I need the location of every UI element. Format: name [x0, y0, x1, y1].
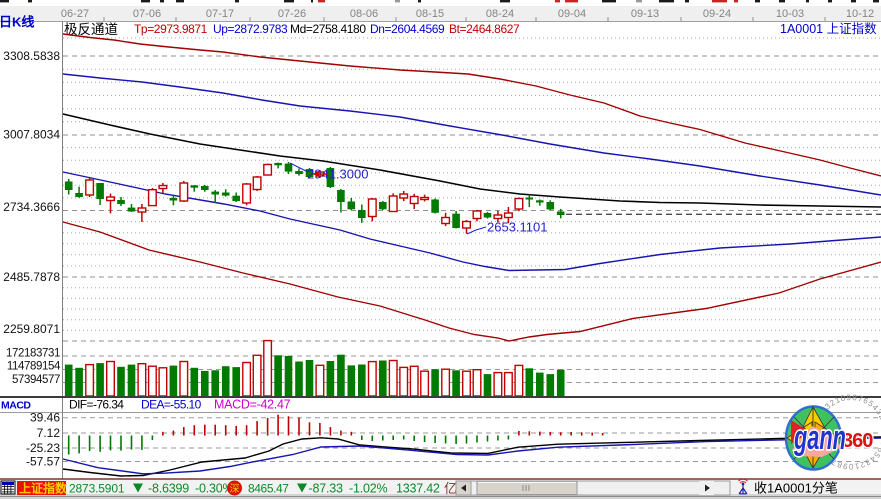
svg-text:Dn=2604.4569: Dn=2604.4569 — [370, 22, 445, 36]
svg-text:上证指数: 上证指数 — [19, 481, 68, 496]
svg-text:3: 3 — [823, 401, 833, 411]
svg-text:9: 9 — [846, 393, 852, 402]
svg-text:-0.30%: -0.30% — [195, 482, 233, 496]
svg-text:4: 4 — [870, 403, 880, 413]
svg-text:09-13: 09-13 — [631, 8, 659, 20]
svg-text:09-04: 09-04 — [558, 8, 586, 20]
svg-text:7: 7 — [830, 457, 839, 467]
svg-text:7.12: 7.12 — [37, 426, 61, 440]
svg-text:DEA=-55.10: DEA=-55.10 — [141, 398, 202, 412]
svg-text:DIF=-76.34: DIF=-76.34 — [69, 398, 124, 412]
svg-text:2: 2 — [858, 459, 866, 469]
svg-text:3: 3 — [863, 457, 872, 467]
svg-text:09-24: 09-24 — [703, 8, 731, 20]
svg-text:1: 1 — [853, 461, 859, 471]
svg-text:07-06: 07-06 — [133, 8, 161, 20]
svg-text:日K线: 日K线 — [0, 15, 34, 30]
svg-text:1337.42: 1337.42 — [396, 482, 440, 496]
svg-text:1: 1 — [879, 419, 881, 426]
svg-text:6: 6 — [875, 446, 881, 455]
svg-text:深: 深 — [230, 483, 240, 495]
svg-text:-25.23: -25.23 — [26, 441, 60, 455]
svg-text:MACD=-42.47: MACD=-42.47 — [214, 398, 291, 412]
svg-text:5: 5 — [872, 450, 881, 460]
svg-text:172183731: 172183731 — [6, 348, 60, 360]
svg-text:08-24: 08-24 — [486, 8, 514, 20]
svg-text:Tp=2973.9871: Tp=2973.9871 — [134, 22, 208, 36]
svg-text:2485.7878: 2485.7878 — [3, 270, 60, 284]
svg-text:1A0001 上证指数: 1A0001 上证指数 — [780, 21, 877, 36]
svg-text:4: 4 — [868, 454, 878, 464]
svg-text:2259.8071: 2259.8071 — [3, 322, 60, 336]
svg-text:8465.47: 8465.47 — [248, 482, 289, 496]
svg-text:06-27: 06-27 — [61, 8, 89, 20]
svg-text:08-15: 08-15 — [416, 8, 444, 20]
svg-text:收1A0001分笔: 收1A0001分笔 — [754, 481, 838, 496]
svg-text:2653.1101: 2653.1101 — [487, 220, 548, 235]
svg-text:2734.3666: 2734.3666 — [3, 200, 60, 214]
svg-text:5: 5 — [866, 399, 875, 409]
svg-text:57394577: 57394577 — [12, 374, 60, 386]
svg-text:Up=2872.9783: Up=2872.9783 — [213, 22, 288, 36]
svg-text:8: 8 — [836, 460, 844, 470]
svg-text:-57.57: -57.57 — [26, 455, 60, 469]
svg-text:0: 0 — [840, 393, 847, 403]
svg-text:360: 360 — [842, 430, 873, 452]
svg-text:1: 1 — [834, 395, 842, 405]
svg-text:0: 0 — [848, 462, 853, 471]
svg-text:8: 8 — [852, 393, 858, 402]
svg-text:10-12: 10-12 — [846, 8, 874, 20]
svg-text:8: 8 — [880, 436, 881, 443]
svg-text:07-26: 07-26 — [278, 8, 306, 20]
svg-text:2: 2 — [828, 398, 837, 408]
svg-text:2941.3000: 2941.3000 — [307, 167, 368, 182]
svg-text:3: 3 — [874, 407, 881, 416]
svg-text:114789154: 114789154 — [7, 361, 61, 373]
svg-text:-87.33: -87.33 — [309, 482, 343, 496]
svg-text:7: 7 — [878, 441, 881, 449]
svg-text:亿: 亿 — [444, 481, 457, 496]
svg-text:MACD: MACD — [1, 400, 31, 412]
svg-text:-1.02%: -1.02% — [349, 482, 387, 496]
svg-text:极反通道: 极反通道 — [64, 22, 118, 37]
svg-text:2873.5901: 2873.5901 — [69, 482, 125, 496]
svg-text:Md=2758.4180: Md=2758.4180 — [290, 22, 366, 36]
svg-text:39.46: 39.46 — [30, 411, 60, 425]
svg-text:Bt=2464.8627: Bt=2464.8627 — [449, 22, 520, 36]
svg-text:08-06: 08-06 — [350, 8, 378, 20]
svg-text:10-03: 10-03 — [776, 8, 804, 20]
svg-text:3007.8034: 3007.8034 — [3, 128, 60, 142]
svg-text:7: 7 — [857, 394, 864, 404]
svg-text:07-17: 07-17 — [206, 8, 234, 20]
svg-text:9: 9 — [842, 461, 848, 471]
svg-text:6: 6 — [862, 396, 870, 406]
svg-text:2: 2 — [877, 413, 881, 421]
svg-text:3308.5838: 3308.5838 — [3, 49, 60, 63]
svg-text:-8.6399: -8.6399 — [148, 482, 189, 496]
svg-text:gann: gann — [793, 419, 846, 457]
